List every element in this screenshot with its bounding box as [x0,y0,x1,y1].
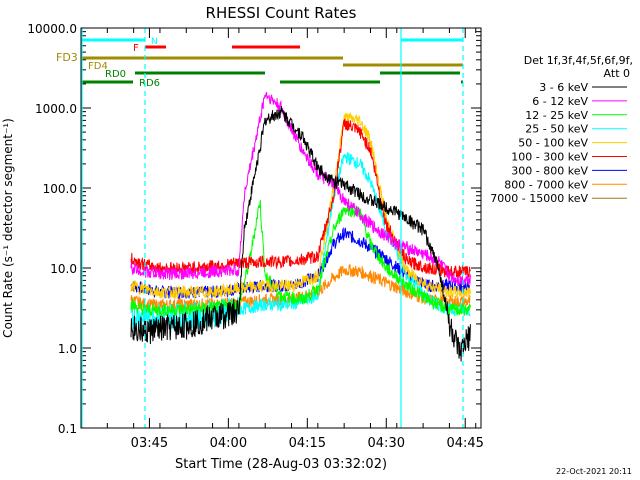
legend-header-line-2: Att 0 [604,67,630,80]
legend-label: 100 - 300 keV [511,151,588,164]
y-tick-label: 1.0 [58,342,77,356]
series-group [130,91,471,362]
plot-frame [80,27,482,429]
y-tick-label: 100.0 [43,182,77,196]
x-tick-label: 04:30 [368,436,405,451]
series-line [130,199,471,318]
x-tick-label: 04:00 [210,436,247,451]
flag-label: RD0 [105,69,126,80]
y-tick-label: 0.1 [58,422,77,436]
chart-title: RHESSI Count Rates [206,4,357,22]
legend-label: 50 - 100 keV [518,137,588,150]
y-tick-label: 1000.0 [35,102,77,116]
legend-label: 6 - 12 keV [532,95,588,108]
flag-label: RD6 [139,78,160,89]
x-tick-label: 04:15 [289,436,326,451]
series-line [130,106,471,362]
y-tick-label: 10000.0 [27,22,77,36]
legend-label: 800 - 7000 keV [504,178,588,191]
y-tick-label: 10.0 [50,262,77,276]
legend-label: 3 - 6 keV [539,81,588,94]
flag-label: FD4 [88,61,108,72]
x-axis: 03:45 04:00 04:15 04:30 04:45 [80,28,484,451]
series-line [130,118,471,279]
flag-label: F [133,43,139,54]
legend-label: 25 - 50 keV [525,123,588,136]
legend-label: 7000 - 15000 keV [490,192,588,205]
series-line [130,91,471,287]
x-tick-label: 03:45 [131,436,168,451]
footer-date: 22-Oct-2021 20:11 [556,467,632,476]
series-line [130,111,471,300]
y-axis: 0.1 1.0 10.0 100.0 1000.0 10000.0 [27,22,481,436]
attenuator-lines [81,28,464,428]
y-axis-label: Count Rate (s⁻¹ detector segment⁻¹) [1,118,15,338]
flag-label: N [151,37,158,47]
x-tick-label: 04:45 [446,436,483,451]
legend: Det 1f,3f,4f,5f,6f,9f, Att 0 3 - 6 keV6 … [490,54,633,205]
legend-header-line-1: Det 1f,3f,4f,5f,6f,9f, [524,54,633,67]
flag-label: FD3 [56,51,78,64]
series-line [130,152,471,331]
legend-label: 300 - 800 keV [511,164,588,177]
legend-label: 12 - 25 keV [525,109,588,122]
x-axis-label: Start Time (28-Aug-03 03:32:02) [175,457,387,472]
